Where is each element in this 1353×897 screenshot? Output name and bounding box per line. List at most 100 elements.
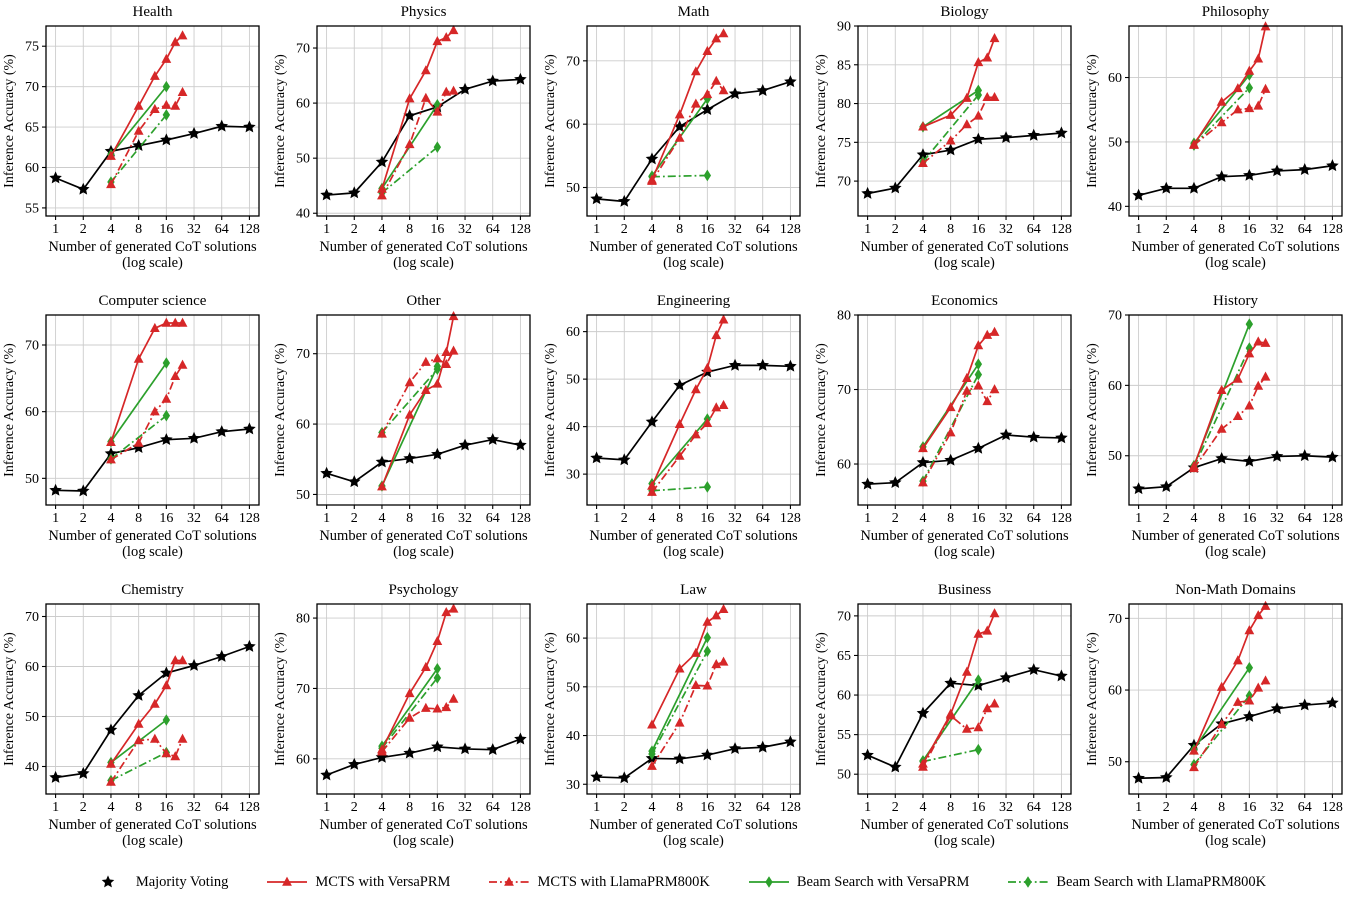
series-mcts-with-llamaprm800k (1188, 83, 1271, 149)
triangle-marker (973, 722, 984, 732)
x-tick-label: 1 (323, 511, 330, 526)
triangle-marker (1244, 625, 1254, 635)
triangle-marker (441, 607, 452, 617)
series-line (867, 132, 1062, 195)
star-marker (77, 484, 90, 497)
triangle-marker (711, 330, 722, 340)
triangle-marker (432, 378, 443, 388)
x-axis: 1 2 4 8 16 32 64 128 (52, 216, 260, 237)
star-marker (861, 186, 874, 199)
x-axis-label-scale: (log scale) (1205, 544, 1266, 560)
y-axis: 50 55 60 65 70 (837, 609, 859, 783)
x-tick-label: 128 (780, 511, 801, 526)
triangle-marker (150, 698, 161, 708)
star-marker (1055, 669, 1068, 682)
subplot-psychology: 1 2 4 8 16 32 64 128 60 70 80 Psychology Inference A… (271, 578, 542, 867)
legend-label: MCTS with LlamaPRM800K (537, 873, 710, 890)
star-marker (701, 103, 715, 115)
triangle-marker (134, 125, 144, 135)
x-tick-label: 4 (649, 800, 656, 815)
plot-border (316, 603, 531, 795)
triangle-marker (973, 340, 984, 350)
y-tick-label: 40 (566, 420, 580, 435)
triangle-marker (1188, 460, 1199, 470)
triangle-marker (945, 427, 956, 437)
y-tick-label: 60 (1108, 684, 1122, 699)
triangle-marker (161, 99, 172, 109)
x-axis-label: Number of generated CoT solutions (319, 528, 528, 544)
triangle-marker (448, 693, 459, 703)
star-marker (430, 740, 444, 753)
x-axis-label: Number of generated CoT solutions (860, 239, 1069, 255)
y-axis: 40 50 60 70 (25, 610, 47, 775)
triangle-marker (691, 98, 702, 108)
subplot-title: Engineering (657, 293, 731, 309)
x-tick-label: 64 (215, 511, 229, 526)
subplot-health: 1 2 4 8 16 32 64 128 55 60 65 70 75 Health Inference A… (0, 0, 271, 289)
x-axis-label: Number of generated CoT solutions (860, 817, 1069, 833)
grid-lines (46, 26, 260, 216)
star-marker (458, 438, 472, 451)
triangle-marker (647, 760, 658, 770)
subplot-title: Other (406, 293, 440, 309)
triangle-marker (448, 345, 459, 355)
legend-item-beam-search-with-versaprm: Beam Search with VersaPRM (748, 874, 969, 891)
triangle-marker (432, 635, 443, 645)
y-tick-label: 50 (837, 768, 851, 783)
grid-lines (587, 26, 801, 216)
series-line (1192, 667, 1250, 751)
diamond-marker (162, 109, 171, 121)
triangle-marker (691, 647, 702, 657)
star-marker (916, 455, 930, 468)
x-tick-label: 8 (677, 222, 684, 237)
series-majority-voting (590, 358, 798, 466)
y-tick-label: 50 (566, 181, 580, 196)
plot-border (586, 25, 802, 217)
triangle-marker (691, 66, 702, 76)
triangle-marker (170, 370, 181, 381)
star-marker (916, 706, 930, 719)
star-marker (347, 186, 361, 199)
plot-border (857, 314, 1072, 506)
star-marker (243, 639, 256, 652)
triangle-marker (675, 418, 686, 428)
subplot-title: Health (133, 4, 173, 20)
star-marker (972, 441, 985, 454)
star-marker (1298, 698, 1311, 711)
y-tick-label: 60 (1108, 71, 1122, 86)
x-axis: 1 2 4 8 16 32 64 128 (1135, 505, 1343, 526)
x-tick-label: 64 (486, 800, 500, 815)
x-axis: 1 2 4 8 16 32 64 128 (594, 505, 801, 526)
triangle-marker (432, 36, 443, 46)
series-line (1138, 164, 1333, 197)
x-tick-label: 4 (378, 222, 385, 237)
star-marker (1215, 451, 1228, 464)
star-marker (458, 82, 472, 95)
series-mcts-with-llamaprm800k (106, 86, 188, 189)
x-tick-label: 32 (729, 800, 743, 815)
series-majority-voting (1131, 696, 1339, 784)
triangle-marker (404, 712, 415, 722)
triangle-marker (1232, 83, 1243, 93)
x-axis-label: Number of generated CoT solutions (1131, 528, 1340, 544)
triangle-marker (1216, 681, 1227, 691)
x-tick-label: 2 (1162, 511, 1169, 526)
triangle-marker (989, 608, 1000, 618)
triangle-marker (1244, 348, 1254, 358)
triangle-marker (448, 85, 459, 95)
star-marker (1131, 188, 1145, 201)
triangle-marker (711, 610, 722, 620)
subplot-engineering: 1 2 4 8 16 32 64 128 30 40 50 60 Engineering Inferenc… (541, 289, 812, 578)
y-axis-label: Inference Accuracy (%) (1085, 54, 1100, 188)
x-axis-label-scale: (log scale) (664, 544, 725, 560)
y-tick-label: 70 (837, 383, 851, 398)
star-marker (1215, 170, 1228, 183)
triangle-marker (719, 85, 729, 95)
series-line (381, 368, 438, 434)
series-line (381, 350, 455, 435)
x-axis-label: Number of generated CoT solutions (860, 528, 1069, 544)
x-axis: 1 2 4 8 16 32 64 128 (864, 216, 1072, 237)
diamond-marker (162, 80, 171, 93)
y-tick-label: 80 (837, 97, 851, 112)
star-marker (1325, 450, 1339, 463)
